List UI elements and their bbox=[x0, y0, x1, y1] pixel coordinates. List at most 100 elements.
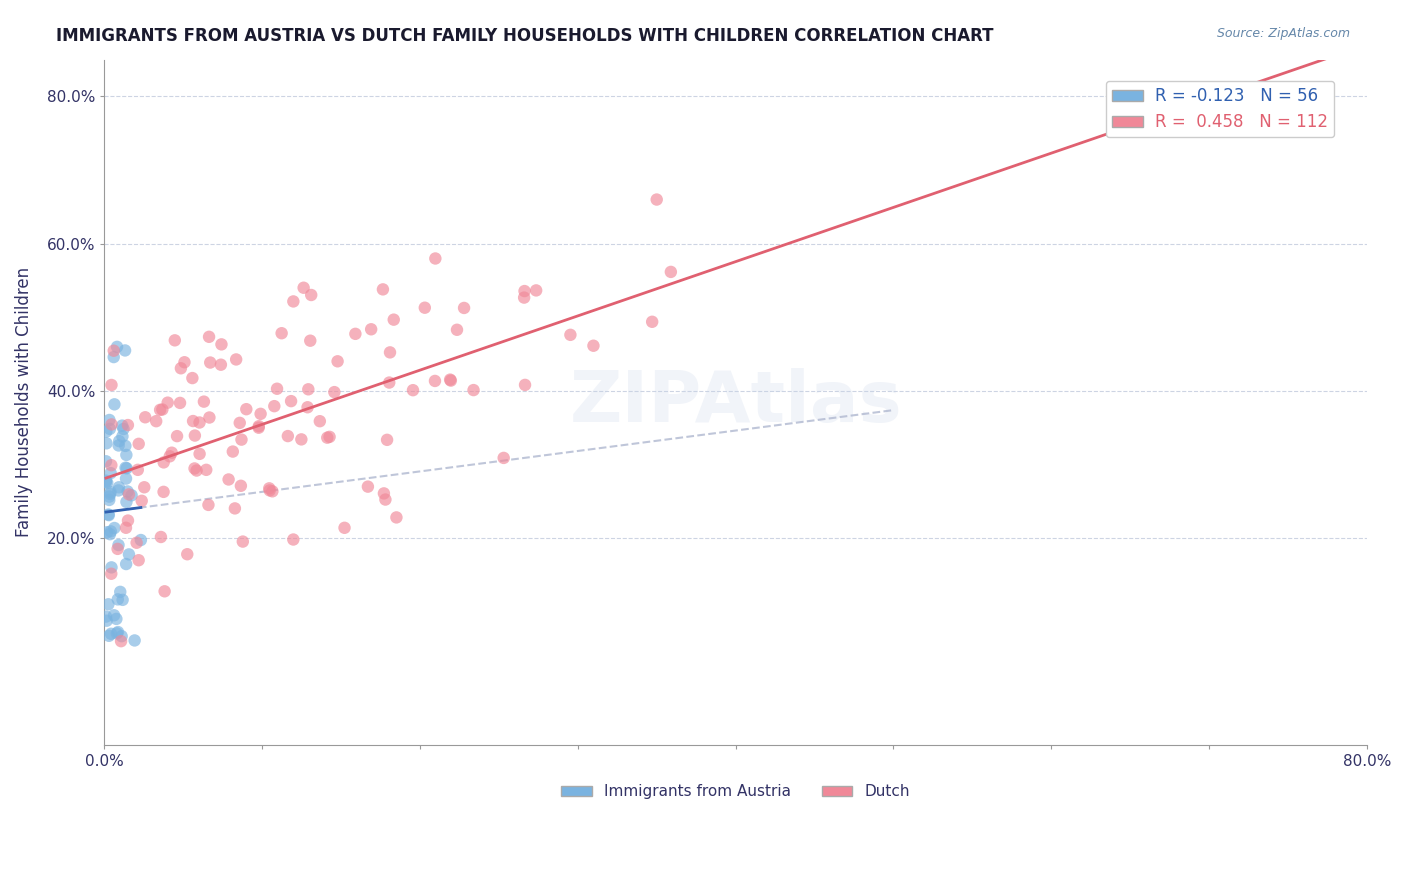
Point bbox=[231, 433, 253, 447]
Point bbox=[103, 608, 125, 623]
Point bbox=[100, 524, 122, 539]
Point bbox=[134, 410, 156, 425]
Point bbox=[249, 407, 271, 421]
Point bbox=[645, 193, 668, 207]
Point bbox=[118, 548, 141, 562]
Point bbox=[326, 354, 349, 368]
Point bbox=[385, 510, 408, 524]
Point bbox=[114, 343, 136, 358]
Point bbox=[110, 585, 132, 599]
Point bbox=[115, 448, 138, 462]
Point bbox=[98, 527, 121, 541]
Point bbox=[121, 488, 143, 502]
Point bbox=[176, 547, 198, 561]
Point bbox=[357, 480, 380, 494]
Point bbox=[318, 430, 340, 444]
Point bbox=[107, 592, 129, 607]
Point bbox=[524, 284, 547, 298]
Point bbox=[413, 301, 436, 315]
Point bbox=[160, 446, 183, 460]
Point bbox=[183, 461, 205, 475]
Point bbox=[94, 475, 117, 489]
Point bbox=[374, 492, 396, 507]
Point bbox=[111, 429, 134, 443]
Point bbox=[373, 486, 395, 500]
Point bbox=[513, 291, 536, 305]
Point bbox=[308, 414, 330, 428]
Point bbox=[229, 416, 252, 430]
Text: Source: ZipAtlas.com: Source: ZipAtlas.com bbox=[1216, 27, 1350, 40]
Point bbox=[125, 535, 148, 549]
Point bbox=[107, 438, 129, 452]
Point bbox=[198, 410, 221, 425]
Point bbox=[103, 397, 125, 411]
Point bbox=[378, 376, 401, 390]
Point bbox=[105, 626, 128, 640]
Point bbox=[111, 418, 134, 433]
Point bbox=[159, 450, 181, 464]
Legend: Immigrants from Austria, Dutch: Immigrants from Austria, Dutch bbox=[555, 778, 917, 805]
Point bbox=[247, 419, 270, 434]
Text: IMMIGRANTS FROM AUSTRIA VS DUTCH FAMILY HOUSEHOLDS WITH CHILDREN CORRELATION CHA: IMMIGRANTS FROM AUSTRIA VS DUTCH FAMILY … bbox=[56, 27, 994, 45]
Point bbox=[114, 460, 136, 475]
Point bbox=[423, 374, 446, 388]
Point bbox=[492, 450, 515, 465]
Point bbox=[100, 485, 122, 500]
Point bbox=[149, 530, 172, 544]
Point bbox=[297, 401, 319, 415]
Point bbox=[150, 402, 173, 417]
Point bbox=[382, 312, 405, 326]
Point bbox=[107, 483, 129, 498]
Point bbox=[98, 422, 121, 436]
Point bbox=[299, 334, 322, 348]
Point bbox=[128, 553, 150, 567]
Point bbox=[297, 382, 319, 396]
Point bbox=[96, 475, 118, 490]
Point bbox=[222, 444, 245, 458]
Point bbox=[149, 402, 172, 417]
Point bbox=[108, 480, 131, 494]
Point bbox=[316, 431, 339, 445]
Point bbox=[115, 521, 138, 535]
Point bbox=[124, 633, 146, 648]
Point bbox=[94, 609, 117, 624]
Point bbox=[100, 627, 122, 641]
Point bbox=[198, 330, 221, 344]
Point bbox=[378, 345, 401, 359]
Point bbox=[134, 480, 156, 494]
Point bbox=[209, 358, 232, 372]
Point bbox=[270, 326, 292, 341]
Point bbox=[98, 413, 121, 427]
Point bbox=[105, 340, 128, 354]
Point bbox=[439, 373, 461, 387]
Point bbox=[513, 377, 536, 392]
Point bbox=[111, 592, 134, 607]
Point bbox=[117, 484, 139, 499]
Point bbox=[97, 597, 120, 611]
Point bbox=[197, 498, 219, 512]
Point bbox=[96, 525, 118, 540]
Point bbox=[232, 534, 254, 549]
Point bbox=[118, 487, 141, 501]
Point bbox=[513, 284, 536, 298]
Point bbox=[225, 352, 247, 367]
Point bbox=[100, 466, 122, 480]
Point bbox=[100, 417, 122, 432]
Point bbox=[166, 429, 188, 443]
Point bbox=[173, 355, 195, 369]
Point bbox=[280, 394, 302, 409]
Point bbox=[128, 437, 150, 451]
Point bbox=[218, 473, 240, 487]
Point bbox=[188, 416, 211, 430]
Point bbox=[229, 479, 252, 493]
Point bbox=[266, 382, 288, 396]
Point bbox=[94, 474, 117, 488]
Point bbox=[115, 557, 138, 571]
Point bbox=[153, 584, 176, 599]
Point bbox=[152, 455, 174, 469]
Point bbox=[107, 538, 129, 552]
Point bbox=[152, 484, 174, 499]
Point bbox=[117, 418, 139, 433]
Point bbox=[193, 394, 215, 409]
Point bbox=[103, 343, 125, 358]
